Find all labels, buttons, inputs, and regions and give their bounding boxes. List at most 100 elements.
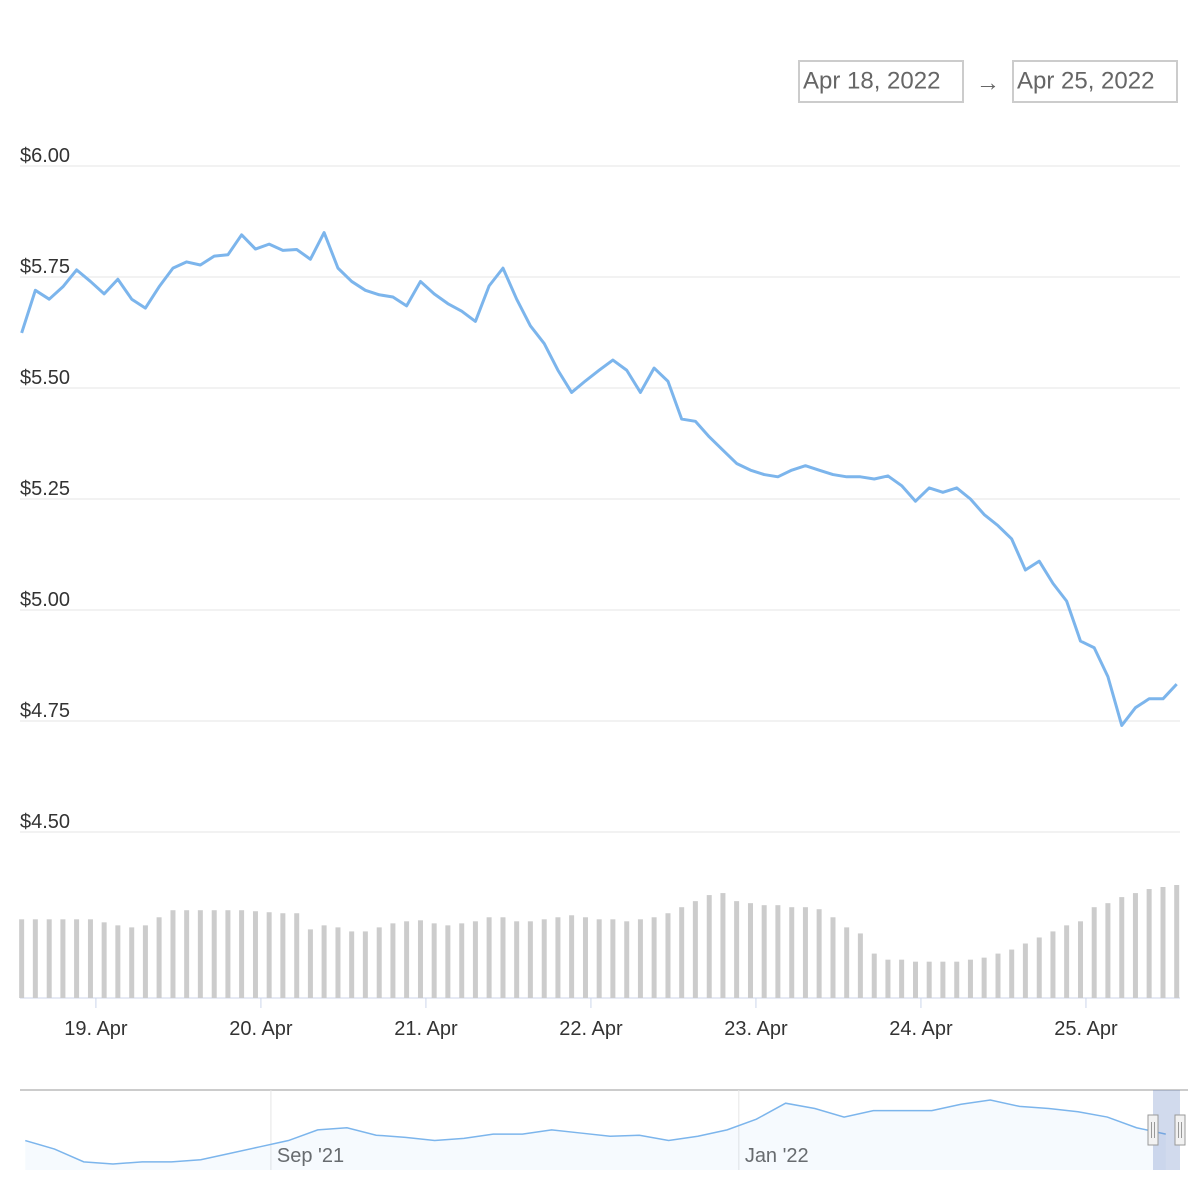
volume-bar (734, 901, 740, 998)
volume-bar (1132, 893, 1138, 998)
y-tick-label: $4.75 (20, 700, 70, 722)
volume-bar (74, 919, 80, 998)
volume-bar (679, 907, 685, 998)
navigator-handle[interactable] (1147, 1114, 1159, 1146)
range-to: Apr 25, 2022 (1017, 67, 1154, 94)
volume-bar (555, 917, 561, 998)
volume-bar (775, 905, 781, 998)
volume-bar (1119, 897, 1125, 998)
x-tick-label: 20. Apr (229, 1018, 293, 1040)
volume-bar (954, 961, 960, 998)
volume-bar (637, 919, 643, 998)
volume-bar (1009, 949, 1015, 998)
volume-bar (459, 923, 465, 998)
volume-bar (582, 917, 588, 998)
volume-bar (816, 909, 822, 998)
navigator: Sep '21 Jan '22 (20, 1089, 1188, 1170)
volume-bar (665, 913, 671, 998)
volume-bar (266, 912, 272, 998)
volume-bar (197, 910, 203, 998)
navigator-line (25, 1099, 1166, 1165)
volume-bar (995, 953, 1001, 998)
volume-bar (170, 910, 176, 998)
y-tick-label: $5.50 (20, 367, 70, 389)
volume-bar (252, 911, 258, 998)
volume-bar (101, 922, 107, 998)
range-from-input[interactable] (798, 60, 964, 103)
volume-bar (789, 907, 795, 998)
volume-bar (32, 919, 38, 998)
volume-bar (472, 921, 478, 998)
volume-bar (569, 915, 575, 998)
x-tick-label: 25. Apr (1054, 1018, 1118, 1040)
volume-bar (60, 919, 66, 998)
volume-bar (1146, 889, 1152, 998)
volume-bar (184, 910, 190, 998)
y-tick-label: $4.50 (20, 811, 70, 833)
volume-bar (46, 919, 52, 998)
y-tick-label: $5.25 (20, 478, 70, 500)
volume-bar (239, 910, 245, 998)
volume-bar (500, 917, 506, 998)
volume-bar (624, 921, 630, 998)
volume-bar (211, 910, 217, 998)
x-tick-label: 22. Apr (559, 1018, 623, 1040)
volume-bar (912, 961, 918, 998)
volume-bar (926, 961, 932, 998)
volume-bar (349, 931, 355, 998)
volume-bar (706, 895, 712, 998)
volume-bar (335, 927, 341, 998)
volume-bar (486, 917, 492, 998)
volume-bar (1078, 921, 1084, 998)
volume-bar (307, 929, 313, 998)
volume-bar (830, 917, 836, 998)
volume-bar (747, 903, 753, 998)
volume-bar (280, 913, 286, 998)
y-tick-label: $6.00 (20, 145, 70, 167)
volume-bar (404, 921, 410, 998)
volume-bar (431, 923, 437, 998)
volume-bar (294, 913, 300, 998)
volume-bar (871, 953, 877, 998)
range-separator: → (976, 69, 1000, 96)
volume-bar (390, 923, 396, 998)
y-tick-label: $5.75 (20, 256, 70, 278)
volume-bar (857, 933, 863, 998)
volume-bar (321, 925, 327, 998)
range-from: Apr 18, 2022 (803, 67, 940, 94)
volume-bar (142, 925, 148, 998)
volume-bar (417, 920, 423, 998)
volume-bar (802, 907, 808, 998)
volume-bar (514, 921, 520, 998)
volume-bar (885, 959, 891, 998)
volume-bar (1036, 937, 1042, 998)
volume-bar (376, 927, 382, 998)
volume-bar (610, 919, 616, 998)
volume-bar (940, 961, 946, 998)
volume-bar (1160, 887, 1166, 998)
range-to-input[interactable] (1012, 60, 1178, 103)
main-plot: $4.50 $4.75 $5.00 $5.25 $5.50 $5.75 $6.00 19. A… (19, 145, 1180, 1040)
volume-bar (981, 957, 987, 998)
volume-bar (1050, 931, 1056, 998)
navigator-tick-label: Sep '21 (277, 1145, 344, 1167)
navigator-tick-label: Jan '22 (745, 1145, 809, 1167)
price-line (20, 231, 1178, 727)
volume-bar (362, 931, 368, 998)
volume-bar (967, 959, 973, 998)
volume-bar (1105, 903, 1111, 998)
volume-bar (844, 927, 850, 998)
volume-bar (129, 927, 135, 998)
volume-bar (1174, 885, 1180, 998)
volume-bar (692, 901, 698, 998)
volume-bar (541, 919, 547, 998)
volume-bar (1091, 907, 1097, 998)
volume-bar (115, 925, 121, 998)
x-tick-label: 21. Apr (394, 1018, 458, 1040)
volume-bar (720, 893, 726, 998)
volume-bar (651, 917, 657, 998)
x-tick-label: 24. Apr (889, 1018, 953, 1040)
x-tick-label: 19. Apr (64, 1018, 128, 1040)
navigator-handle[interactable] (1174, 1114, 1186, 1146)
